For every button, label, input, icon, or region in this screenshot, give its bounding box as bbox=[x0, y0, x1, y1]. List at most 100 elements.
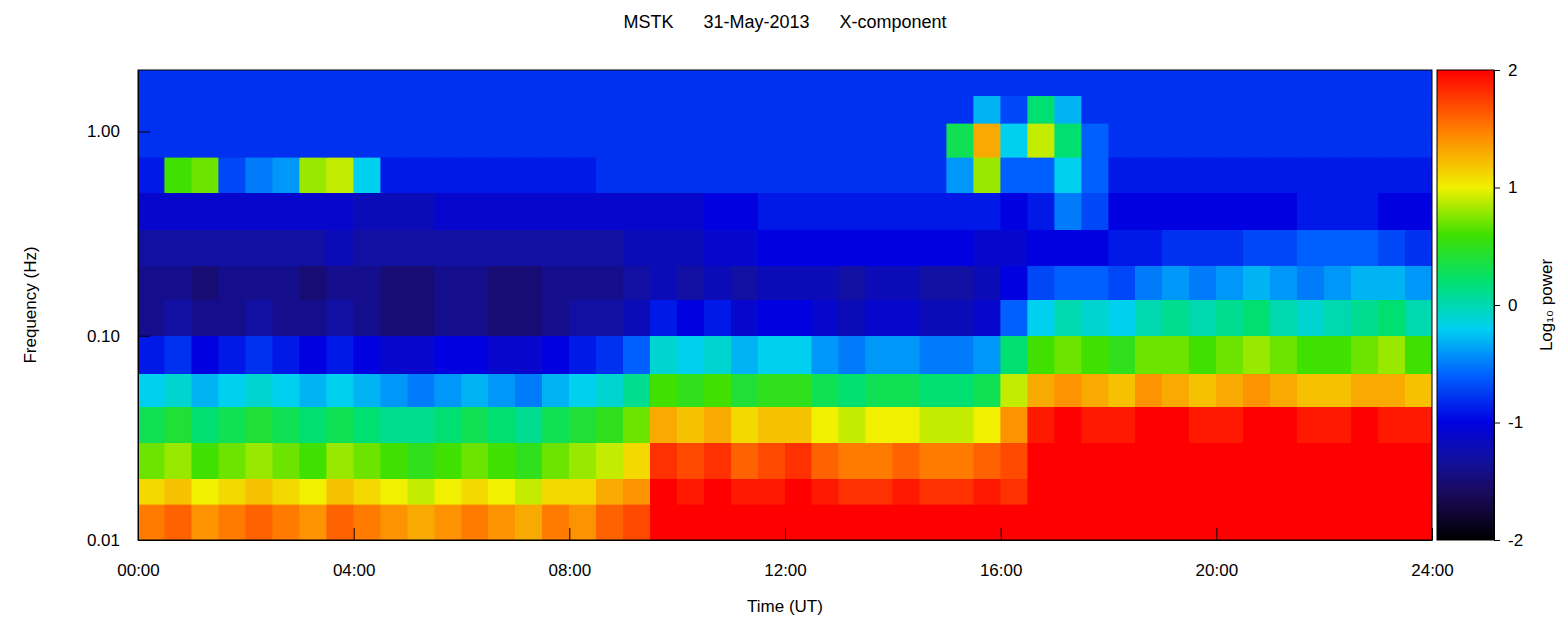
cell bbox=[273, 336, 300, 374]
cell bbox=[435, 96, 462, 124]
cell bbox=[623, 96, 650, 124]
cell bbox=[192, 443, 219, 479]
cell bbox=[1082, 300, 1109, 336]
cell bbox=[192, 407, 219, 443]
cell bbox=[596, 230, 623, 266]
cell bbox=[650, 336, 677, 374]
cell bbox=[488, 230, 515, 266]
cell bbox=[408, 504, 435, 540]
tick: 16:00 bbox=[980, 528, 1023, 580]
cell bbox=[947, 266, 974, 300]
cell bbox=[704, 123, 731, 157]
cell bbox=[947, 407, 974, 443]
cell bbox=[1055, 336, 1082, 374]
cell bbox=[1109, 407, 1136, 443]
cell bbox=[974, 157, 1001, 193]
cell bbox=[1162, 123, 1189, 157]
cell bbox=[1324, 266, 1351, 300]
cell bbox=[1216, 70, 1243, 96]
cell bbox=[758, 504, 785, 540]
cell bbox=[623, 504, 650, 540]
cell bbox=[947, 300, 974, 336]
cell bbox=[650, 300, 677, 336]
cell bbox=[1135, 479, 1162, 505]
cell bbox=[758, 193, 785, 230]
cell bbox=[569, 336, 596, 374]
cell bbox=[381, 266, 408, 300]
cell bbox=[569, 374, 596, 407]
cell bbox=[1055, 123, 1082, 157]
cell bbox=[1189, 70, 1216, 96]
cell bbox=[354, 336, 381, 374]
cell bbox=[435, 443, 462, 479]
cell bbox=[1243, 96, 1270, 124]
cell bbox=[462, 479, 489, 505]
cell bbox=[596, 96, 623, 124]
cell bbox=[300, 504, 327, 540]
cell bbox=[1243, 479, 1270, 505]
cell bbox=[704, 157, 731, 193]
cell bbox=[192, 123, 219, 157]
tick-label: 12:00 bbox=[764, 561, 807, 580]
cell bbox=[138, 300, 165, 336]
cell bbox=[758, 300, 785, 336]
cell bbox=[408, 266, 435, 300]
cell bbox=[488, 374, 515, 407]
cell bbox=[300, 230, 327, 266]
cell bbox=[246, 374, 273, 407]
tick-label: 24:00 bbox=[1411, 561, 1454, 580]
tick-mark bbox=[138, 336, 150, 337]
cell bbox=[327, 96, 354, 124]
cell bbox=[866, 374, 893, 407]
cell bbox=[408, 479, 435, 505]
cell bbox=[812, 443, 839, 479]
cell bbox=[515, 407, 542, 443]
cell bbox=[974, 123, 1001, 157]
cell bbox=[462, 407, 489, 443]
cell bbox=[1270, 96, 1297, 124]
cell bbox=[1189, 374, 1216, 407]
cell bbox=[812, 407, 839, 443]
cell bbox=[812, 193, 839, 230]
colorbar-axis: -2-1012 bbox=[1494, 61, 1523, 550]
cell bbox=[1001, 157, 1028, 193]
cell bbox=[435, 336, 462, 374]
cell bbox=[462, 374, 489, 407]
cell bbox=[462, 300, 489, 336]
cell bbox=[785, 300, 812, 336]
cell bbox=[273, 443, 300, 479]
cell bbox=[1028, 479, 1055, 505]
cell bbox=[650, 266, 677, 300]
cell bbox=[596, 193, 623, 230]
cell bbox=[974, 504, 1001, 540]
cell bbox=[1082, 157, 1109, 193]
cell bbox=[893, 157, 920, 193]
cell bbox=[542, 70, 569, 96]
cell bbox=[1028, 70, 1055, 96]
cell bbox=[1324, 504, 1351, 540]
cell bbox=[1297, 374, 1324, 407]
cell bbox=[947, 70, 974, 96]
cell bbox=[785, 407, 812, 443]
cell bbox=[1109, 266, 1136, 300]
cell bbox=[1378, 230, 1405, 266]
cell bbox=[1082, 504, 1109, 540]
cell bbox=[758, 266, 785, 300]
cell bbox=[785, 443, 812, 479]
cell bbox=[435, 123, 462, 157]
cell bbox=[1243, 193, 1270, 230]
cell bbox=[462, 336, 489, 374]
cell bbox=[1270, 230, 1297, 266]
cell bbox=[1162, 157, 1189, 193]
cell bbox=[785, 230, 812, 266]
cell bbox=[542, 374, 569, 407]
cell bbox=[300, 193, 327, 230]
cell bbox=[704, 266, 731, 300]
cell bbox=[381, 123, 408, 157]
cell bbox=[1216, 336, 1243, 374]
cell bbox=[1109, 479, 1136, 505]
cell bbox=[1028, 336, 1055, 374]
cell bbox=[650, 504, 677, 540]
cell bbox=[1378, 96, 1405, 124]
cell bbox=[462, 157, 489, 193]
